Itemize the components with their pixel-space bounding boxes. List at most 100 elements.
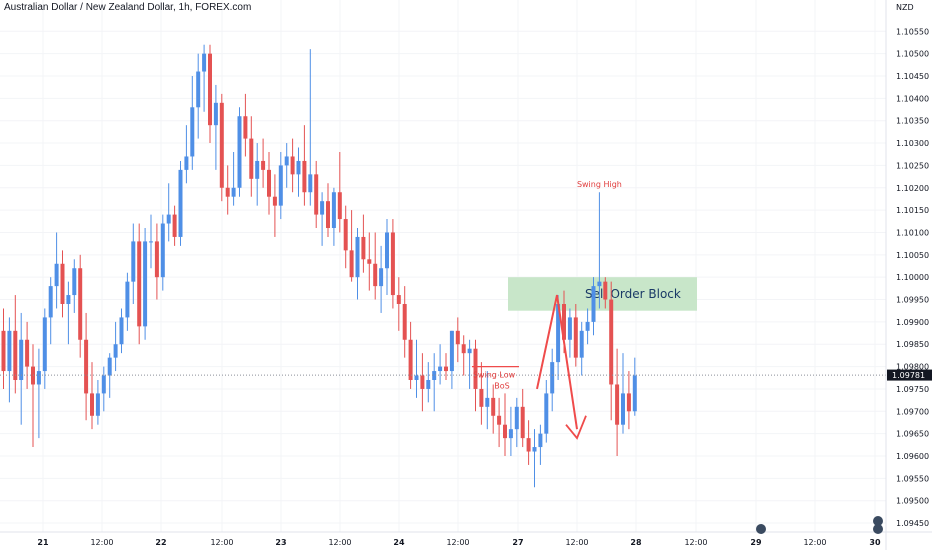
candle[interactable] xyxy=(231,152,236,206)
candle[interactable] xyxy=(503,393,507,456)
candle[interactable] xyxy=(579,321,584,376)
candle[interactable] xyxy=(243,93,248,157)
candle[interactable] xyxy=(42,308,47,389)
event-icon[interactable] xyxy=(756,524,766,534)
candle[interactable] xyxy=(54,232,59,309)
candle[interactable] xyxy=(296,147,301,197)
candle[interactable] xyxy=(284,143,289,188)
candle[interactable] xyxy=(373,232,378,300)
candle[interactable] xyxy=(585,308,590,345)
candles-layer[interactable] xyxy=(1,44,637,488)
candle[interactable] xyxy=(160,214,165,291)
candle[interactable] xyxy=(479,362,484,425)
candle[interactable] xyxy=(532,429,537,488)
candle[interactable] xyxy=(137,223,142,345)
candle[interactable] xyxy=(154,223,159,300)
candle[interactable] xyxy=(78,254,83,358)
candle[interactable] xyxy=(314,160,319,228)
candle[interactable] xyxy=(208,44,212,144)
candle[interactable] xyxy=(90,362,94,430)
candle[interactable] xyxy=(7,317,12,403)
candle[interactable] xyxy=(278,152,283,220)
candle[interactable] xyxy=(621,353,625,434)
candle[interactable] xyxy=(550,348,555,412)
candle[interactable] xyxy=(497,397,502,448)
candle[interactable] xyxy=(19,312,24,425)
candle[interactable] xyxy=(249,116,254,197)
candle[interactable] xyxy=(632,357,637,416)
candle[interactable] xyxy=(267,152,271,215)
candle[interactable] xyxy=(119,308,124,354)
candle[interactable] xyxy=(196,53,201,139)
candle[interactable] xyxy=(349,210,354,282)
candle[interactable] xyxy=(25,321,30,389)
candle[interactable] xyxy=(556,295,561,380)
candle[interactable] xyxy=(485,371,490,430)
candle[interactable] xyxy=(461,335,466,376)
candle[interactable] xyxy=(166,183,171,242)
candle[interactable] xyxy=(573,304,578,367)
candle[interactable] xyxy=(237,107,242,197)
candle[interactable] xyxy=(426,362,431,403)
candle[interactable] xyxy=(402,286,407,358)
candle[interactable] xyxy=(60,250,65,318)
price-axis[interactable]: 1.10550 1.10500 1.10450 1.10400 1.10350 1.103… xyxy=(896,27,929,528)
candle[interactable] xyxy=(320,192,325,246)
candle[interactable] xyxy=(213,84,218,170)
candle[interactable] xyxy=(591,277,596,336)
candle[interactable] xyxy=(131,223,136,304)
candle[interactable] xyxy=(95,380,100,425)
candle[interactable] xyxy=(626,371,631,430)
candle[interactable] xyxy=(396,277,401,331)
candle[interactable] xyxy=(113,321,118,372)
candle[interactable] xyxy=(261,138,266,188)
candle[interactable] xyxy=(473,339,478,412)
event-icon[interactable] xyxy=(873,524,883,534)
candle[interactable] xyxy=(390,219,395,309)
candle[interactable] xyxy=(308,49,313,206)
candle[interactable] xyxy=(538,424,543,465)
candle[interactable] xyxy=(438,344,443,385)
candle[interactable] xyxy=(125,272,130,331)
candle[interactable] xyxy=(331,187,336,246)
candle[interactable] xyxy=(544,380,549,443)
candle[interactable] xyxy=(184,125,189,184)
candle[interactable] xyxy=(66,281,71,345)
candle[interactable] xyxy=(367,232,372,291)
candle[interactable] xyxy=(343,205,348,269)
candle[interactable] xyxy=(172,205,177,246)
candle[interactable] xyxy=(361,214,366,273)
candle[interactable] xyxy=(514,397,519,448)
candle[interactable] xyxy=(615,348,620,456)
candle[interactable] xyxy=(255,143,260,206)
candle[interactable] xyxy=(84,312,89,421)
candle[interactable] xyxy=(449,330,454,389)
candle[interactable] xyxy=(526,420,531,465)
candle[interactable] xyxy=(272,174,277,237)
candle[interactable] xyxy=(36,348,41,439)
candle[interactable] xyxy=(414,339,419,398)
candle[interactable] xyxy=(432,353,437,412)
candle[interactable] xyxy=(178,160,183,246)
candle[interactable] xyxy=(597,192,602,309)
candle[interactable] xyxy=(408,321,413,389)
candle[interactable] xyxy=(444,353,448,380)
candle[interactable] xyxy=(455,317,460,363)
candle[interactable] xyxy=(101,366,106,412)
candle[interactable] xyxy=(302,125,307,206)
event-icon[interactable] xyxy=(873,516,883,526)
candle[interactable] xyxy=(508,406,513,456)
event-icons[interactable] xyxy=(756,516,883,534)
candle[interactable] xyxy=(190,76,195,170)
candle[interactable] xyxy=(219,93,224,202)
candle[interactable] xyxy=(379,245,384,313)
candle[interactable] xyxy=(609,281,614,421)
candle[interactable] xyxy=(491,384,496,434)
candle[interactable] xyxy=(225,165,230,215)
candle[interactable] xyxy=(420,353,425,412)
candle[interactable] xyxy=(326,183,330,237)
candle[interactable] xyxy=(355,228,360,300)
candle[interactable] xyxy=(72,259,77,313)
candle[interactable] xyxy=(290,138,295,193)
